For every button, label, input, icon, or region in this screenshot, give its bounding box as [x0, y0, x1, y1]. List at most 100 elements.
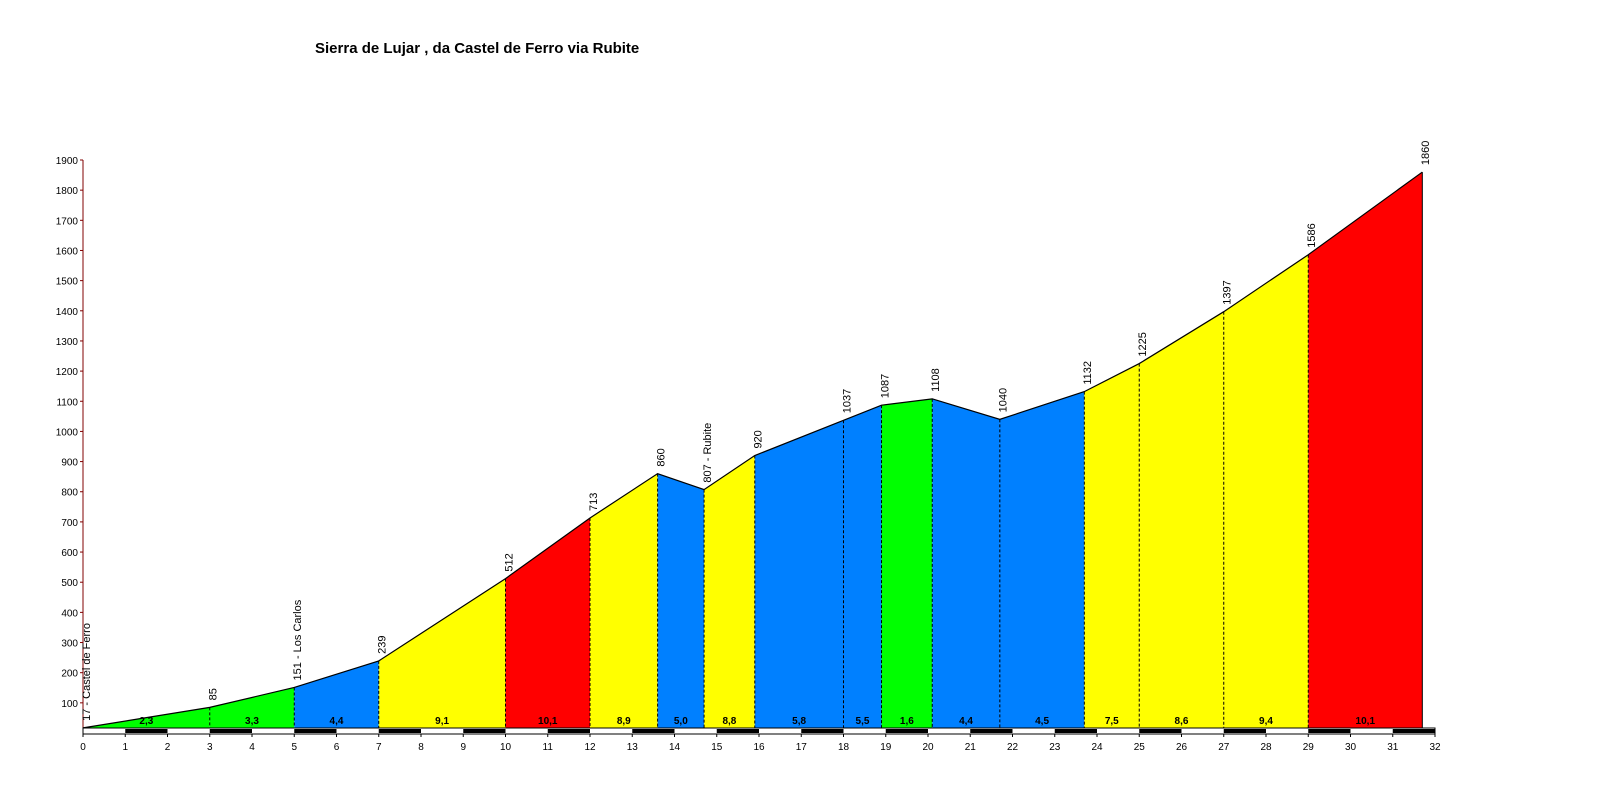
- km-block: [547, 729, 590, 733]
- km-block: [463, 729, 506, 733]
- y-tick-label: 1200: [56, 367, 79, 378]
- x-tick-label: 30: [1345, 742, 1357, 753]
- km-block: [209, 729, 252, 733]
- x-tick-label: 17: [796, 742, 808, 753]
- x-tick-label: 6: [334, 742, 340, 753]
- x-tick-label: 7: [376, 742, 382, 753]
- y-tick-label: 1100: [56, 397, 78, 408]
- profile-segment: [1223, 254, 1309, 733]
- km-block: [1054, 729, 1097, 733]
- y-tick-label: 1300: [56, 337, 79, 348]
- profile-segment: [1139, 311, 1224, 733]
- x-tick-label: 14: [669, 742, 681, 753]
- elevation-label: 1225: [1137, 332, 1149, 356]
- gradient-label: 5,8: [792, 716, 806, 727]
- y-tick-label: 200: [61, 669, 78, 680]
- x-tick-label: 13: [627, 742, 639, 753]
- x-tick-label: 27: [1218, 742, 1230, 753]
- x-tick-label: 20: [922, 742, 934, 753]
- km-block: [125, 729, 168, 733]
- y-tick-label: 700: [61, 518, 78, 529]
- km-block: [801, 729, 844, 733]
- gradient-label: 5,5: [856, 716, 870, 727]
- elevation-label: 85: [208, 688, 220, 700]
- x-tick-label: 1: [122, 742, 128, 753]
- x-tick-label: 12: [584, 742, 596, 753]
- gradient-label: 9,1: [435, 716, 449, 727]
- km-block: [378, 729, 421, 733]
- elevation-label: 920: [753, 430, 765, 448]
- y-tick-label: 1700: [56, 216, 79, 227]
- y-tick-label: 900: [61, 458, 78, 469]
- x-tick-label: 3: [207, 742, 213, 753]
- km-block: [1139, 729, 1182, 733]
- y-tick-label: 100: [61, 699, 78, 710]
- y-tick-label: 1600: [56, 246, 79, 257]
- y-tick-label: 1000: [56, 427, 79, 438]
- profile-segment: [590, 473, 658, 733]
- profile-segment: [1308, 172, 1423, 733]
- km-block: [1308, 729, 1351, 733]
- y-tick-label: 1800: [56, 186, 79, 197]
- x-tick-label: 24: [1091, 742, 1103, 753]
- x-tick-label: 9: [460, 742, 466, 753]
- elevation-label: 239: [377, 636, 389, 654]
- x-tick-label: 21: [965, 742, 977, 753]
- gradient-label: 8,8: [722, 716, 736, 727]
- elevation-label: 860: [656, 448, 668, 466]
- x-tick-label: 2: [165, 742, 171, 753]
- x-tick-label: 29: [1303, 742, 1315, 753]
- elevation-label: 1397: [1222, 280, 1234, 304]
- profile-segment: [999, 391, 1085, 733]
- gradient-label: 8,6: [1175, 716, 1189, 727]
- gradient-label: 5,0: [674, 716, 688, 727]
- profile-line: [82, 171, 1423, 729]
- x-tick-label: 16: [753, 742, 765, 753]
- elevation-label: 512: [503, 553, 515, 571]
- gradient-label: 10,1: [538, 716, 558, 727]
- x-tick-label: 32: [1429, 742, 1441, 753]
- x-tick-label: 23: [1049, 742, 1061, 753]
- profile-segment: [505, 517, 590, 733]
- x-tick-label: 22: [1007, 742, 1019, 753]
- x-tick-label: 8: [418, 742, 424, 753]
- x-tick-label: 11: [543, 742, 554, 753]
- km-block: [970, 729, 1013, 733]
- gradient-label: 8,9: [617, 716, 631, 727]
- elevation-label: 1040: [998, 388, 1010, 412]
- x-tick-label: 15: [711, 742, 723, 753]
- x-tick-label: 25: [1134, 742, 1146, 753]
- x-tick-label: 5: [291, 742, 297, 753]
- x-tick-label: 26: [1176, 742, 1188, 753]
- gradient-label: 10,1: [1356, 716, 1376, 727]
- y-tick-label: 400: [61, 608, 78, 619]
- km-block: [716, 729, 759, 733]
- y-tick-label: 300: [61, 639, 78, 650]
- km-block: [1392, 729, 1435, 733]
- km-block: [885, 729, 928, 733]
- profile-segment: [932, 398, 1000, 733]
- gradient-label: 3,3: [245, 716, 259, 727]
- x-tick-label: 4: [249, 742, 255, 753]
- profile-segment: [378, 578, 506, 733]
- y-tick-label: 1500: [56, 277, 79, 288]
- y-tick-label: 500: [61, 578, 78, 589]
- profile-segment: [754, 420, 844, 733]
- km-block: [294, 729, 337, 733]
- profile-segment: [1084, 363, 1140, 733]
- y-tick-label: 600: [61, 548, 78, 559]
- x-tick-label: 19: [880, 742, 892, 753]
- gradient-label: 4,4: [330, 716, 344, 727]
- y-tick-label: 800: [61, 488, 78, 499]
- x-tick-label: 0: [80, 742, 86, 753]
- km-block: [1223, 729, 1266, 733]
- x-tick-label: 31: [1387, 742, 1399, 753]
- chart-title: Sierra de Lujar , da Castel de Ferro via…: [315, 40, 639, 57]
- gradient-label: 4,5: [1035, 716, 1049, 727]
- profile-segment: [294, 660, 379, 733]
- elevation-label: 713: [588, 493, 600, 511]
- elevation-label: 1087: [879, 374, 891, 398]
- x-tick-label: 28: [1260, 742, 1272, 753]
- gradient-label: 2,3: [139, 716, 153, 727]
- elevation-label: 807 - Rubite: [702, 423, 714, 483]
